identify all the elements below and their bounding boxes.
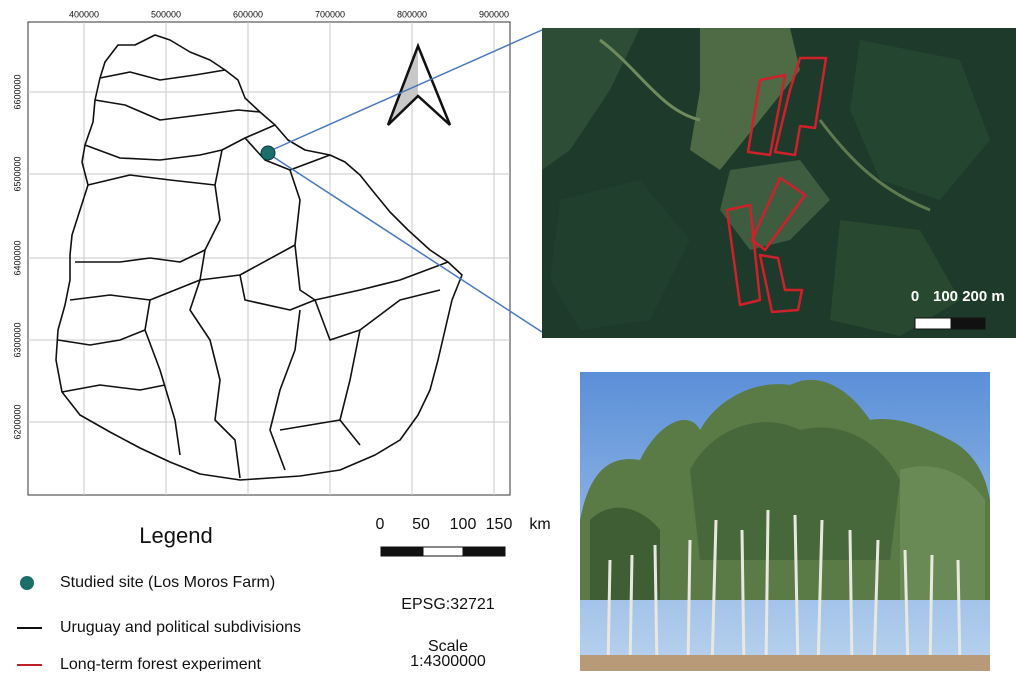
x-grid-label: 500000 — [151, 9, 181, 19]
y-grid-label: 6600000 — [12, 74, 22, 109]
y-grid-label: 6500000 — [12, 156, 22, 191]
aerial-image: 0 100 200 m — [542, 28, 1016, 338]
figure: 400000 500000 600000 700000 800000 90000… — [0, 0, 1016, 671]
legend-label: Studied site (Los Moros Farm) — [60, 574, 275, 591]
aerial-scale-bar — [915, 318, 951, 329]
x-grid-label: 600000 — [233, 9, 263, 19]
y-grid-label: 6200000 — [12, 404, 22, 439]
scale-label: 0 — [376, 516, 385, 533]
study-site-marker — [261, 146, 275, 160]
legend-title: Legend — [139, 523, 212, 548]
x-grid-label: 900000 — [479, 9, 509, 19]
scale-label: 50 — [412, 516, 430, 533]
aerial-scale-label: 0 — [911, 288, 919, 305]
legend-label: Uruguay and political subdivisions — [60, 619, 301, 636]
forest-photo — [580, 372, 990, 671]
x-grid-labels: 400000 500000 600000 700000 800000 90000… — [69, 9, 509, 19]
scale-label: 100 — [450, 516, 477, 533]
scale-bar — [381, 547, 505, 556]
legend-symbol — [20, 576, 34, 590]
scale-unit: km — [529, 516, 550, 533]
y-grid-label: 6400000 — [12, 240, 22, 275]
y-grid-label: 6300000 — [12, 322, 22, 357]
aerial-scale-bar — [951, 318, 985, 329]
legend-label: Long-term forest experiment — [60, 656, 262, 671]
scale-label: 150 — [486, 516, 513, 533]
y-grid-labels: 6600000 6500000 6400000 6300000 6200000 — [12, 74, 22, 439]
scale-ratio: 1:4300000 — [410, 653, 486, 670]
x-grid-label: 400000 — [69, 9, 99, 19]
crs-label: EPSG:32721 — [401, 596, 495, 613]
x-grid-label: 800000 — [397, 9, 427, 19]
x-grid-label: 700000 — [315, 9, 345, 19]
aerial-scale-label: 100 200 m — [933, 288, 1005, 305]
